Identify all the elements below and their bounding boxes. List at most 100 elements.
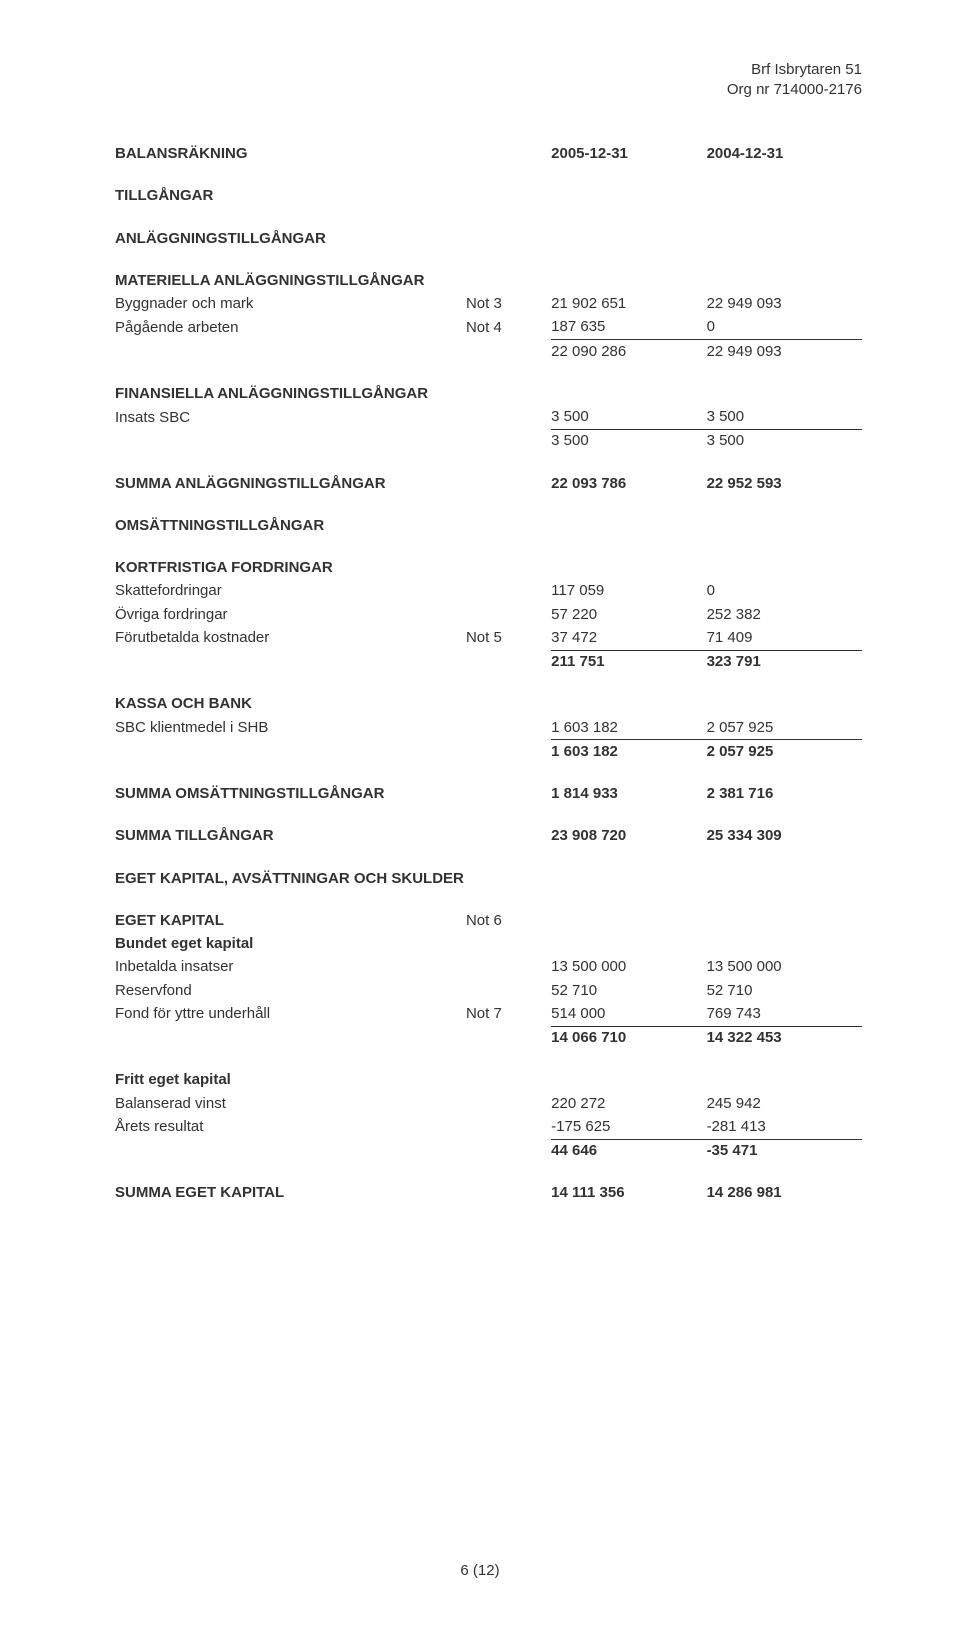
label: Övriga fordringar xyxy=(115,603,466,626)
v1: 211 751 xyxy=(551,650,706,674)
label: SUMMA OMSÄTTNINGSTILLGÅNGAR xyxy=(115,783,466,806)
note: Not 4 xyxy=(466,316,551,340)
row-sumeget: SUMMA EGET KAPITAL 14 111 356 14 286 981 xyxy=(115,1182,862,1205)
v1: -175 625 xyxy=(551,1115,706,1139)
v1: 23 908 720 xyxy=(551,825,706,848)
org-number: Org nr 714000-2176 xyxy=(115,80,862,100)
label: EGET KAPITAL xyxy=(115,909,466,932)
v2: 3 500 xyxy=(707,406,862,430)
row-sumanl: SUMMA ANLÄGGNINGSTILLGÅNGAR 22 093 786 2… xyxy=(115,472,862,495)
title: BALANSRÄKNING xyxy=(115,143,466,166)
row-frittsum: 44 646 -35 471 xyxy=(115,1139,862,1163)
note: Not 6 xyxy=(466,909,551,932)
sec-bundet: Bundet eget kapital xyxy=(115,933,466,956)
v1: 57 220 xyxy=(551,603,706,626)
v1: 3 500 xyxy=(551,429,706,453)
row-bundetsum: 14 066 710 14 322 453 xyxy=(115,1026,862,1050)
label: SBC klientmedel i SHB xyxy=(115,716,466,740)
sec-eget: EGET KAPITAL, AVSÄTTNINGAR OCH SKULDER xyxy=(115,867,466,890)
row-skatt: Skattefordringar 117 059 0 xyxy=(115,580,862,603)
v1: 1 603 182 xyxy=(551,716,706,740)
v2: 252 382 xyxy=(707,603,862,626)
v1: 14 111 356 xyxy=(551,1182,706,1205)
label: SUMMA ANLÄGGNINGSTILLGÅNGAR xyxy=(115,472,466,495)
sec-fritt: Fritt eget kapital xyxy=(115,1069,466,1092)
date-col-1: 2005-12-31 xyxy=(551,143,706,166)
doc-header: Brf Isbrytaren 51 Org nr 714000-2176 xyxy=(115,60,862,101)
note: Not 7 xyxy=(466,1002,551,1026)
row-bal: Balanserad vinst 220 272 245 942 xyxy=(115,1092,862,1115)
company-name: Brf Isbrytaren 51 xyxy=(115,60,862,80)
v2: 22 949 093 xyxy=(707,293,862,316)
row-arets: Årets resultat -175 625 -281 413 xyxy=(115,1115,862,1139)
row-sumtill: SUMMA TILLGÅNGAR 23 908 720 25 334 309 xyxy=(115,825,862,848)
page: Brf Isbrytaren 51 Org nr 714000-2176 BAL… xyxy=(0,0,960,1634)
v1: 37 472 xyxy=(551,626,706,650)
row-finsum: 3 500 3 500 xyxy=(115,429,862,453)
row-ovr: Övriga fordringar 57 220 252 382 xyxy=(115,603,862,626)
sec-fin: FINANSIELLA ANLÄGGNINGSTILLGÅNGAR xyxy=(115,382,466,405)
page-footer: 6 (12) xyxy=(0,1562,960,1579)
v2: 25 334 309 xyxy=(707,825,862,848)
v2: 0 xyxy=(707,316,862,340)
row-reserv: Reservfond 52 710 52 710 xyxy=(115,979,862,1002)
v2: 3 500 xyxy=(707,429,862,453)
sec-kassa: KASSA OCH BANK xyxy=(115,693,466,716)
label: Inbetalda insatser xyxy=(115,956,466,979)
v1: 22 090 286 xyxy=(551,340,706,364)
v1: 220 272 xyxy=(551,1092,706,1115)
v1: 13 500 000 xyxy=(551,956,706,979)
v2: 245 942 xyxy=(707,1092,862,1115)
sec-tillgangar: TILLGÅNGAR xyxy=(115,185,466,208)
row-inbet: Inbetalda insatser 13 500 000 13 500 000 xyxy=(115,956,862,979)
label: Förutbetalda kostnader xyxy=(115,626,466,650)
v2: 0 xyxy=(707,580,862,603)
row-fond: Fond för yttre underhåll Not 7 514 000 7… xyxy=(115,1002,862,1026)
v2: -281 413 xyxy=(707,1115,862,1139)
row-kortsum: 211 751 323 791 xyxy=(115,650,862,674)
row-matsum: 22 090 286 22 949 093 xyxy=(115,340,862,364)
v2: 52 710 xyxy=(707,979,862,1002)
label: Byggnader och mark xyxy=(115,293,466,316)
label: Årets resultat xyxy=(115,1115,466,1139)
label: SUMMA TILLGÅNGAR xyxy=(115,825,466,848)
v2: 2 057 925 xyxy=(707,716,862,740)
date-col-2: 2004-12-31 xyxy=(707,143,862,166)
row-insats: Insats SBC 3 500 3 500 xyxy=(115,406,862,430)
v1: 21 902 651 xyxy=(551,293,706,316)
v2: 71 409 xyxy=(707,626,862,650)
row-sumoms: SUMMA OMSÄTTNINGSTILLGÅNGAR 1 814 933 2 … xyxy=(115,783,862,806)
label: Reservfond xyxy=(115,979,466,1002)
v2: 22 949 093 xyxy=(707,340,862,364)
v1: 514 000 xyxy=(551,1002,706,1026)
v2: 769 743 xyxy=(707,1002,862,1026)
row-kassasum: 1 603 182 2 057 925 xyxy=(115,740,862,764)
v1: 117 059 xyxy=(551,580,706,603)
label: Fond för yttre underhåll xyxy=(115,1002,466,1026)
v1: 187 635 xyxy=(551,316,706,340)
v2: 22 952 593 xyxy=(707,472,862,495)
label: Skattefordringar xyxy=(115,580,466,603)
v2: -35 471 xyxy=(707,1139,862,1163)
label: Pågående arbeten xyxy=(115,316,466,340)
v2: 2 381 716 xyxy=(707,783,862,806)
sec-mat: MATERIELLA ANLÄGGNINGSTILLGÅNGAR xyxy=(115,269,466,292)
row-sbc: SBC klientmedel i SHB 1 603 182 2 057 92… xyxy=(115,716,862,740)
v1: 44 646 xyxy=(551,1139,706,1163)
v2: 14 322 453 xyxy=(707,1026,862,1050)
label: Balanserad vinst xyxy=(115,1092,466,1115)
balance-table: BALANSRÄKNING 2005-12-31 2004-12-31 TILL… xyxy=(115,143,862,1206)
v2: 14 286 981 xyxy=(707,1182,862,1205)
v2: 13 500 000 xyxy=(707,956,862,979)
title-row: BALANSRÄKNING 2005-12-31 2004-12-31 xyxy=(115,143,862,166)
sec-kort: KORTFRISTIGA FORDRINGAR xyxy=(115,557,466,580)
sec-oms: OMSÄTTNINGSTILLGÅNGAR xyxy=(115,514,466,537)
v1: 14 066 710 xyxy=(551,1026,706,1050)
v1: 3 500 xyxy=(551,406,706,430)
label: Insats SBC xyxy=(115,406,466,430)
v2: 2 057 925 xyxy=(707,740,862,764)
row-pag: Pågående arbeten Not 4 187 635 0 xyxy=(115,316,862,340)
row-bygg: Byggnader och mark Not 3 21 902 651 22 9… xyxy=(115,293,862,316)
v1: 52 710 xyxy=(551,979,706,1002)
v1: 22 093 786 xyxy=(551,472,706,495)
